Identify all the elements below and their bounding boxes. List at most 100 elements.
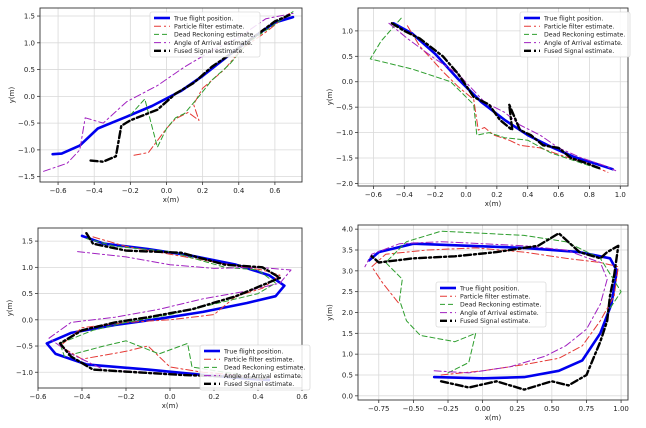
y-tick-label: 2.0	[342, 309, 353, 317]
series-line-2	[406, 25, 609, 173]
x-tick-label: 0.50	[544, 405, 560, 413]
x-tick-label: −0.2	[122, 187, 139, 195]
series-line-4	[388, 22, 617, 172]
y-tick-label: 1.5	[22, 238, 33, 246]
x-tick-label: −0.4	[74, 393, 92, 401]
y-tick-label: 1.0	[24, 39, 35, 47]
x-tick-label: 1.0	[615, 191, 626, 199]
x-tick-label: −0.6	[365, 191, 383, 199]
y-tick-label: 1.0	[22, 264, 33, 272]
series-line-4	[364, 241, 608, 374]
y-tick-label: 0.0	[342, 78, 353, 86]
x-axis-label: x(m)	[485, 200, 502, 208]
y-tick-label: 4.0	[342, 226, 353, 234]
x-tick-label: 0.25	[509, 405, 525, 413]
y-tick-label: 0.0	[24, 93, 35, 101]
x-tick-label: 0.75	[579, 405, 595, 413]
x-tick-label: −0.6	[30, 393, 48, 401]
x-tick-label: 0.4	[522, 191, 534, 199]
legend-label: Angle of Arrival estimate.	[460, 310, 539, 317]
x-tick-label: −0.75	[368, 405, 389, 413]
series-line-1	[392, 21, 614, 171]
x-tick-label: −0.2	[427, 191, 444, 199]
x-tick-label: −0.50	[403, 405, 424, 413]
legend-label: Dead Reckoning estimate.	[224, 365, 305, 372]
legend-label: Particle filter estimate.	[460, 294, 530, 301]
x-tick-label: 0.6	[553, 191, 565, 199]
x-tick-label: −0.4	[86, 187, 104, 195]
chart-panel-2: −0.6 −0.4 −0.2 0.0 0.2 0.4 0.6 0.8 1.0 −2.0 −1.5 −1…	[326, 7, 631, 208]
plot-frame	[357, 224, 629, 401]
legend-box	[435, 281, 547, 328]
legend: True flight position. Particle filter est…	[149, 11, 261, 58]
y-axis-label: y(m)	[326, 89, 334, 106]
legend-label: True flight position.	[173, 15, 233, 22]
legend: True flight position. Particle filter est…	[519, 11, 631, 58]
x-tick-label: 0.2	[197, 187, 208, 195]
series-line-4	[48, 251, 292, 380]
x-tick-label: −0.4	[396, 191, 414, 199]
legend-label: True flight position.	[223, 348, 283, 355]
x-tick-label: 0.0	[161, 187, 172, 195]
chart-panel-4: −0.75 −0.50 −0.25 0.00 0.25 0.50 0.75 1.00 0.0 0.…	[326, 224, 629, 422]
x-tick-label: 1.00	[613, 405, 629, 413]
x-tick-label: −0.2	[118, 393, 135, 401]
y-tick-label: 1.5	[24, 13, 35, 21]
chart-panel-1: −0.6 −0.4 −0.2 0.0 0.2 0.4 0.6 −1.5 −1.0 −0.5 0.0 0…	[8, 7, 303, 204]
series-line-2	[371, 247, 619, 376]
y-tick-label: 1.0	[342, 27, 353, 35]
y-tick-label: −0.5	[18, 120, 35, 128]
y-tick-label: −0.5	[336, 104, 353, 112]
x-tick-label: 0.6	[296, 393, 308, 401]
y-tick-label: −1.0	[16, 369, 33, 377]
y-tick-label: 0.0	[22, 316, 33, 324]
x-tick-label: −0.6	[50, 187, 68, 195]
plot-frame	[37, 227, 303, 389]
series-line-3	[369, 17, 598, 169]
legend-label: Particle filter estimate.	[544, 24, 614, 31]
x-tick-label: 0.2	[491, 191, 502, 199]
legend-label: Particle filter estimate.	[224, 357, 294, 364]
y-tick-label: −1.5	[336, 155, 353, 163]
x-axis-label: x(m)	[162, 402, 179, 410]
x-tick-label: 0.0	[460, 191, 471, 199]
plot-frame	[357, 7, 629, 187]
y-axis-label: y(m)	[326, 304, 334, 321]
y-tick-label: −0.5	[16, 343, 33, 351]
x-tick-label: 0.00	[475, 405, 491, 413]
plot-frame	[39, 7, 303, 183]
x-tick-label: 0.4	[252, 393, 264, 401]
legend-label: Particle filter estimate.	[174, 24, 244, 31]
legend-label: Fused Signal estimate.	[174, 48, 244, 55]
y-tick-label: 3.0	[342, 267, 353, 275]
chart-panel-3: −0.6 −0.4 −0.2 0.0 0.2 0.4 0.6 −1.0 −0.5 0.0 0.5 1.…	[6, 227, 311, 410]
y-tick-label: −1.0	[18, 146, 35, 154]
x-axis-label: x(m)	[485, 414, 502, 422]
y-tick-label: 1.0	[342, 351, 353, 359]
y-tick-label: 2.5	[342, 288, 353, 296]
series-line-5	[390, 22, 603, 171]
legend-label: True flight position.	[459, 285, 519, 292]
legend-label: True flight position.	[543, 15, 603, 22]
legend-label: Fused Signal estimate.	[460, 318, 530, 325]
legend-box	[149, 11, 261, 58]
y-tick-label: 0.0	[342, 392, 353, 400]
legend-box	[519, 11, 631, 58]
y-tick-label: 0.5	[22, 290, 33, 298]
x-tick-label: 0.6	[269, 187, 281, 195]
x-tick-label: 0.8	[584, 191, 595, 199]
y-tick-label: −1.5	[18, 173, 35, 181]
legend-box	[199, 344, 311, 391]
y-axis-label: y(m)	[8, 87, 16, 104]
x-tick-label: 0.2	[208, 393, 219, 401]
legend-label: Dead Reckoning estimate.	[460, 302, 541, 309]
series-line-5	[58, 231, 282, 380]
x-tick-label: 0.4	[233, 187, 245, 195]
series-line-1	[367, 242, 619, 380]
legend-label: Fused Signal estimate.	[224, 381, 294, 388]
y-tick-label: 0.5	[342, 372, 353, 380]
x-tick-label: 0.0	[164, 393, 175, 401]
y-tick-label: 3.5	[342, 247, 353, 255]
